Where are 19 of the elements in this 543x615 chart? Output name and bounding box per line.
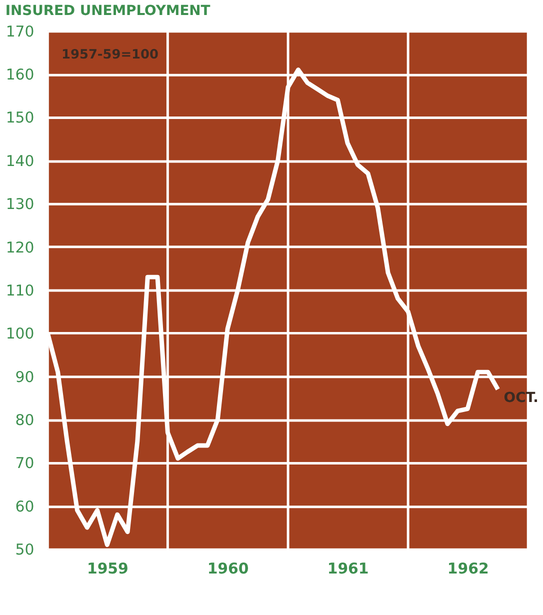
y-tick-label: 110 <box>6 281 34 300</box>
annotation: 1957-59=100 <box>62 48 158 63</box>
chart-title: INSURED UNEMPLOYMENT <box>5 3 211 20</box>
y-tick-label: 120 <box>6 238 34 256</box>
y-tick-label: 90 <box>15 368 34 386</box>
x-tick-label: 1961 <box>327 559 369 578</box>
y-tick-label: 170 <box>6 22 34 40</box>
y-tick-label: 80 <box>15 411 34 430</box>
x-tick-label: 1960 <box>207 559 249 578</box>
y-tick-label: 140 <box>6 152 34 170</box>
y-tick-label: 60 <box>15 497 34 516</box>
y-tick-label: 150 <box>6 108 34 127</box>
x-tick-label: 1959 <box>86 559 128 578</box>
y-tick-label: 70 <box>15 454 34 472</box>
x-tick-label: 1962 <box>447 559 489 578</box>
y-tick-label: 130 <box>6 195 34 214</box>
y-tick-label: 50 <box>15 540 34 559</box>
y-tick-label: 160 <box>6 66 34 84</box>
y-tick-label: 100 <box>6 324 34 343</box>
